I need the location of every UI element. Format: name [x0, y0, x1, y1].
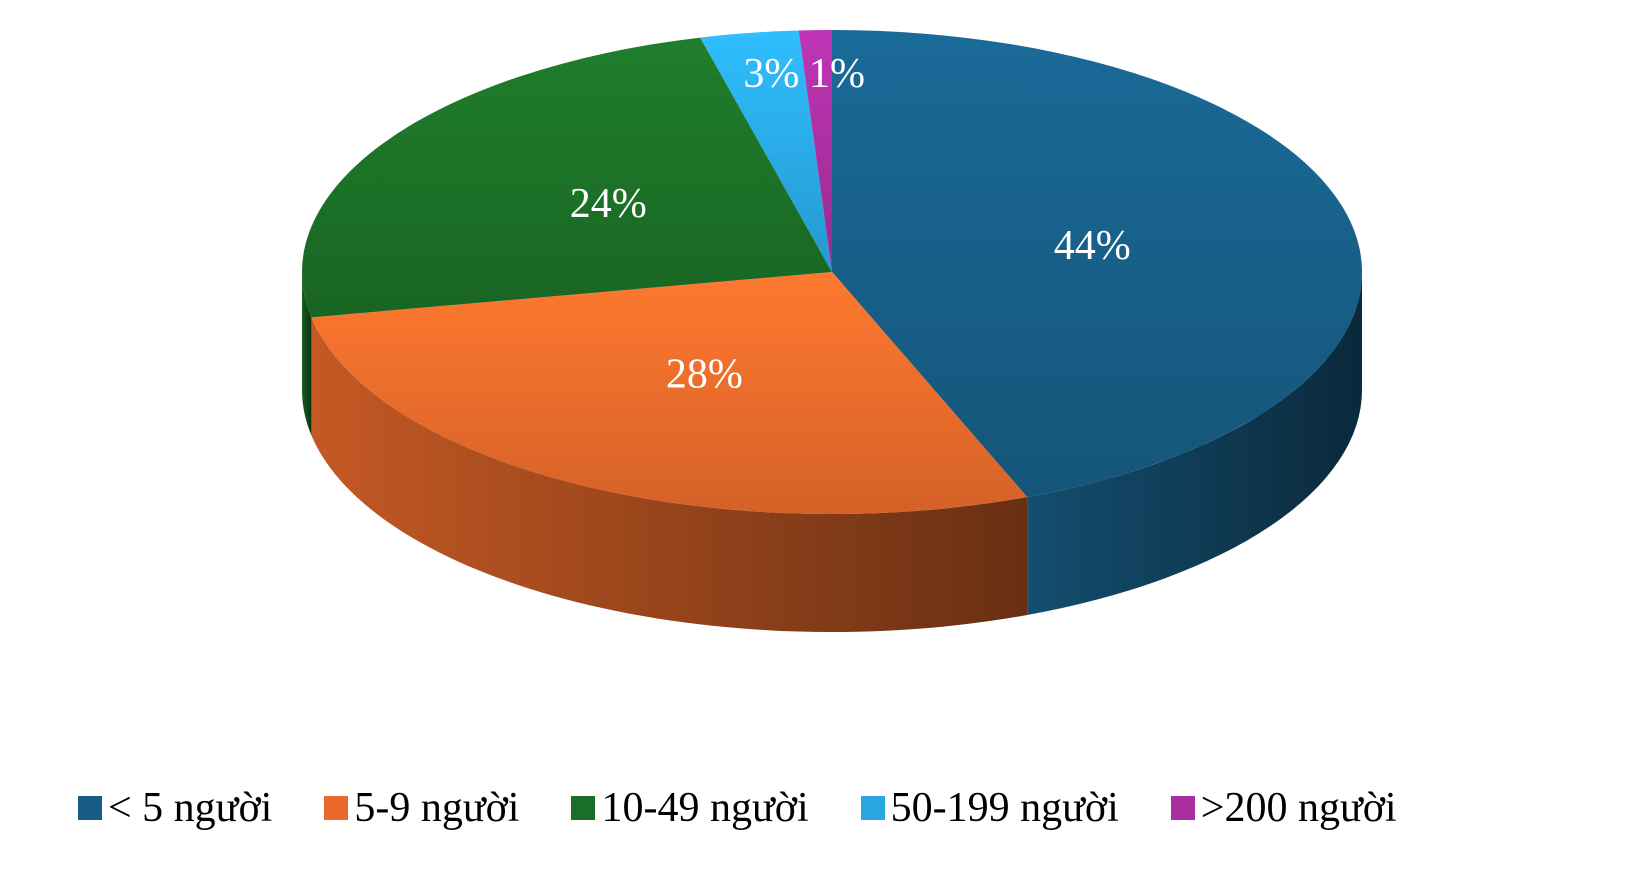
data-label-10-49: 24% — [570, 181, 647, 227]
legend-swatch — [78, 796, 102, 820]
legend-label: 50-199 người — [890, 785, 1119, 831]
legend: < 5 người 5-9 người 10-49 người 50-199 n… — [0, 780, 1648, 836]
pie-slice-lt5 — [832, 30, 1362, 498]
pie-slices — [301, 30, 1362, 514]
legend-item-gt200: >200 người — [1170, 784, 1397, 832]
legend-swatch — [860, 796, 885, 820]
legend-item-10-49: 10-49 người — [571, 784, 809, 832]
legend-item-50-199: 50-199 người — [860, 784, 1119, 832]
data-label-5-9: 28% — [666, 352, 743, 398]
pie-side-5-9 — [311, 317, 1028, 632]
pie-slice-5-9 — [311, 272, 1028, 514]
legend-item-lt5: < 5 người — [78, 784, 272, 832]
pie-data-labels: 44% 28% 24% 3% 1% — [570, 51, 1131, 398]
pie-side-10-49 — [302, 272, 312, 436]
data-label-50-199: 3% — [743, 51, 799, 97]
data-label-gt200: 1% — [809, 51, 865, 97]
data-label-lt5: 44% — [1054, 223, 1131, 269]
legend-label: >200 người — [1200, 785, 1397, 831]
legend-label: 5-9 người — [354, 785, 520, 831]
pie-slice-10-49 — [301, 37, 832, 318]
legend-swatch — [1170, 796, 1195, 820]
pie-slice-gt200 — [798, 30, 832, 272]
legend-label: < 5 người — [108, 785, 273, 831]
legend-swatch — [324, 796, 349, 820]
pie-side-lt5 — [1027, 272, 1362, 616]
pie-sides — [302, 272, 1362, 632]
legend-item-5-9: 5-9 người — [324, 784, 519, 832]
legend-swatch — [571, 796, 596, 820]
legend-label: 10-49 người — [601, 785, 809, 831]
pie-slice-50-199 — [700, 30, 832, 272]
